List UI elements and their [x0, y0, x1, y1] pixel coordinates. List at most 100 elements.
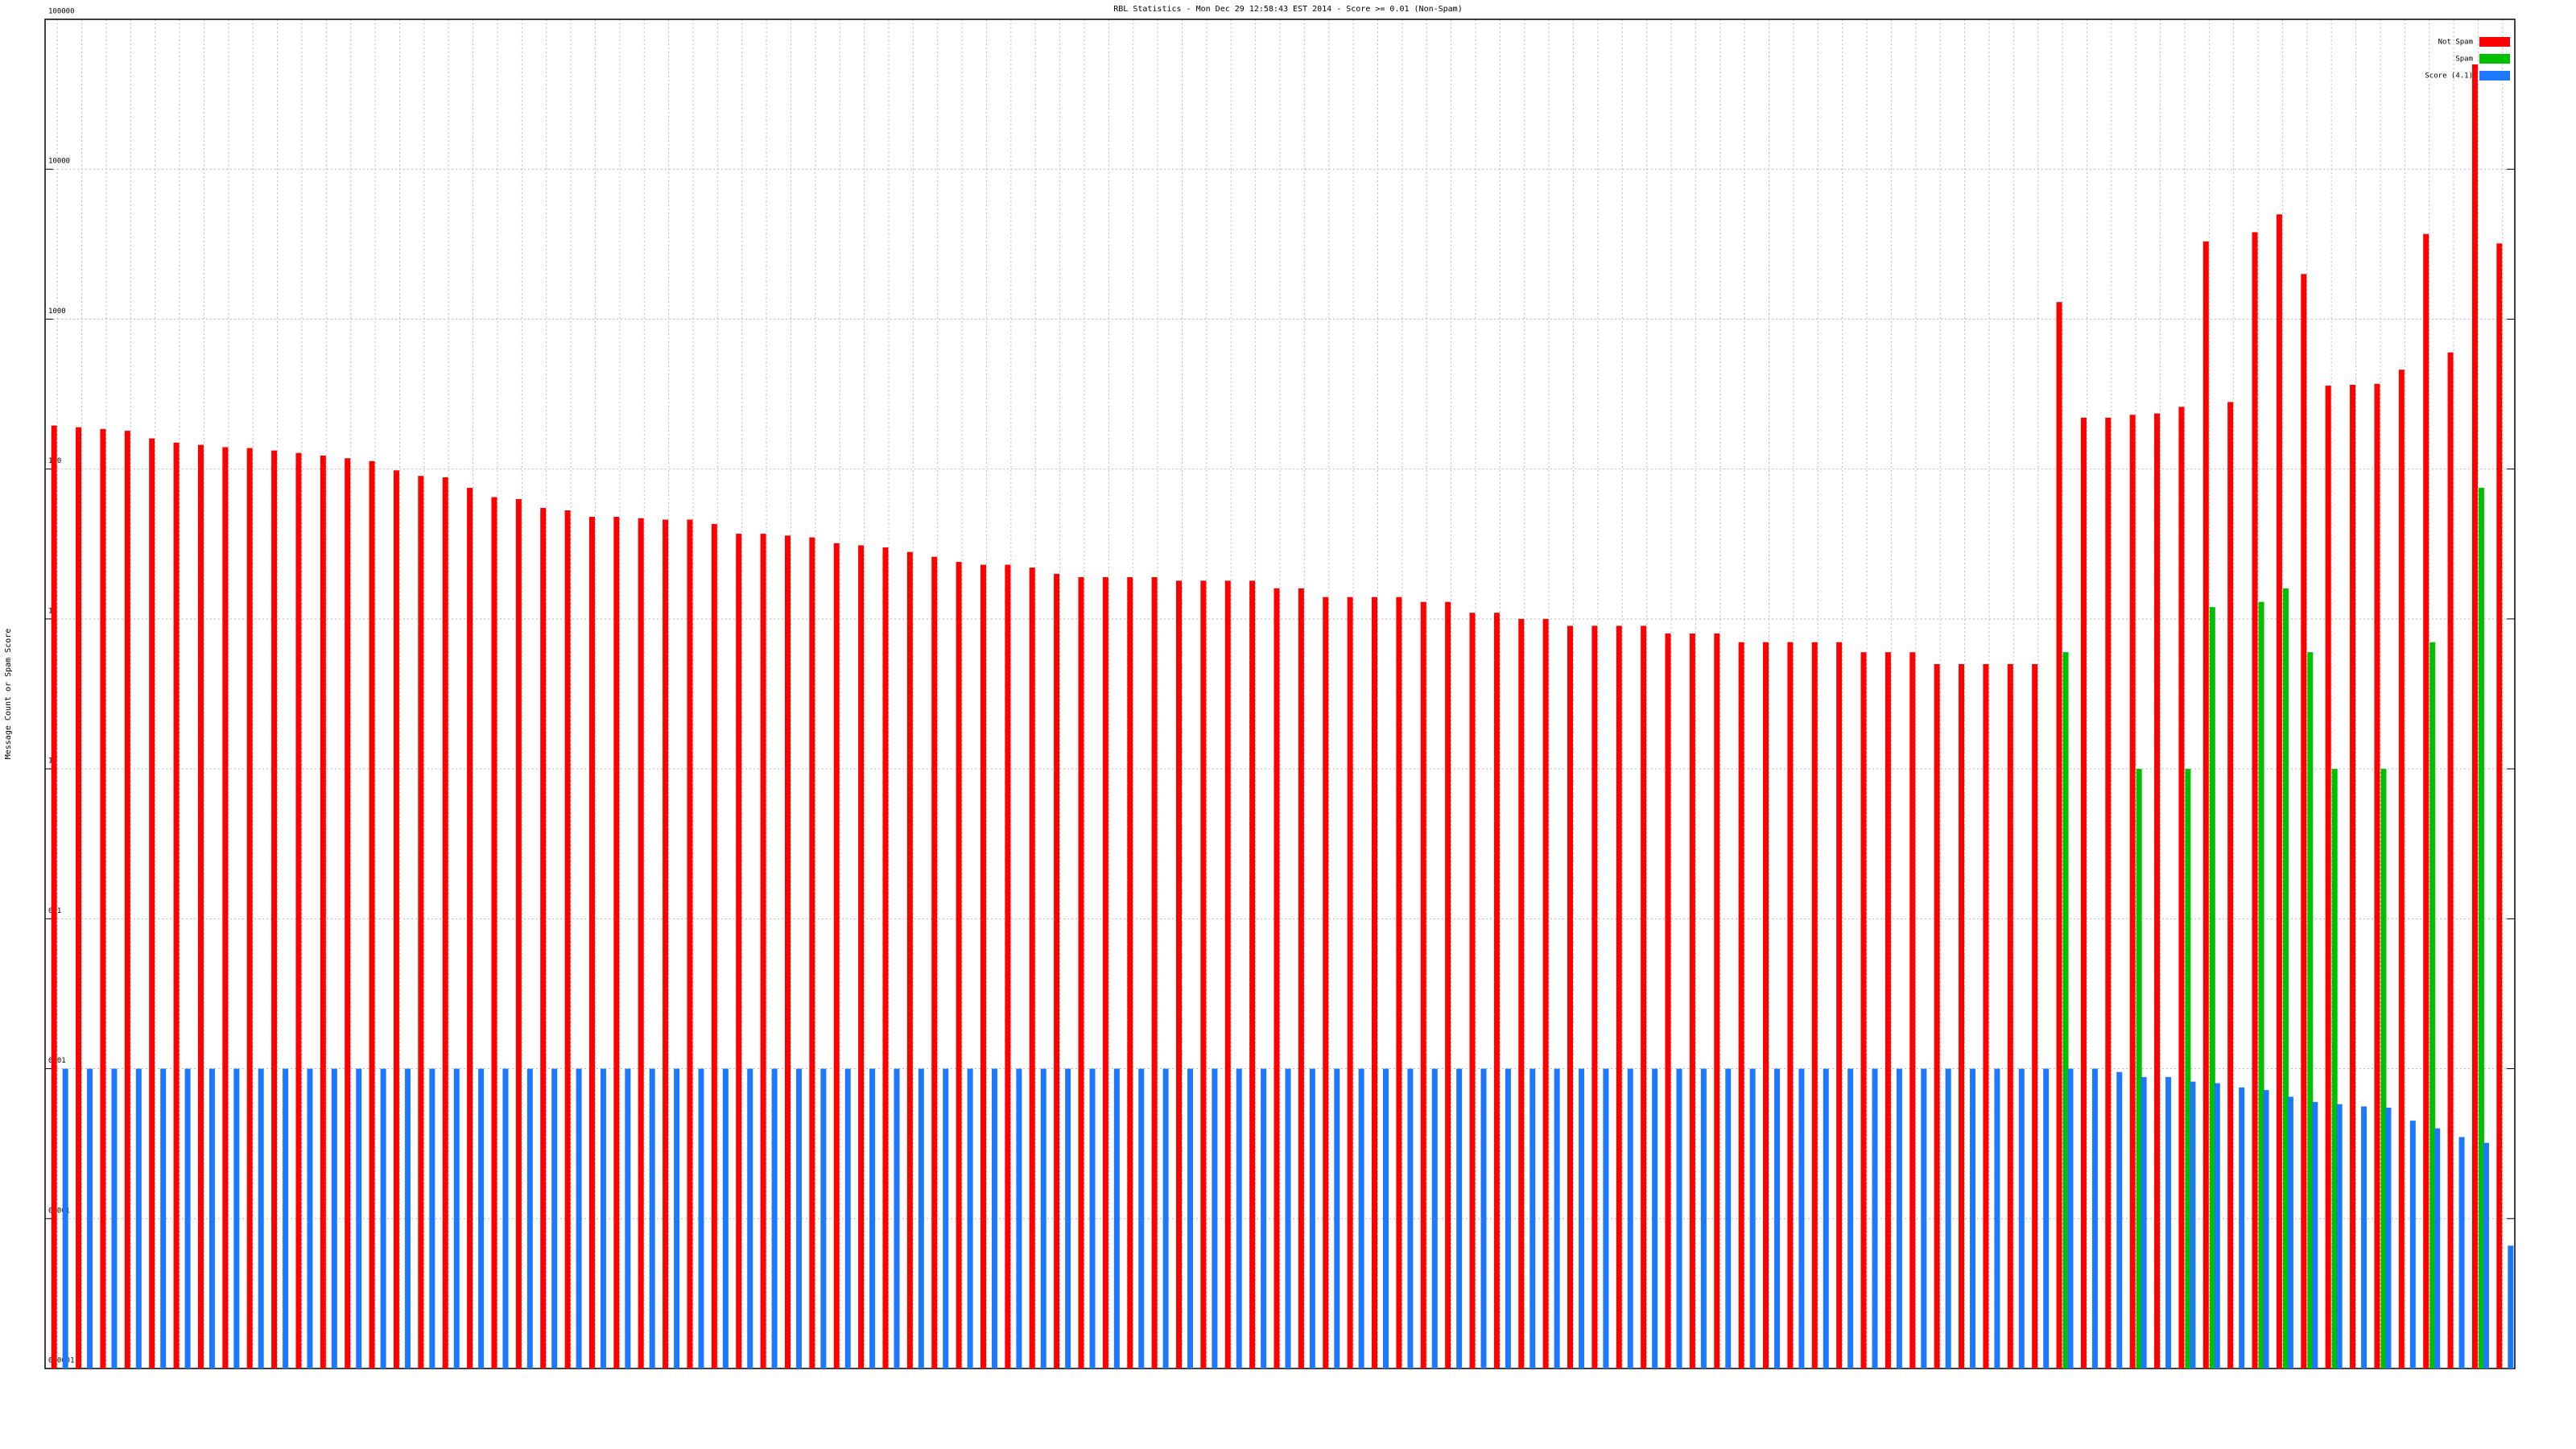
- y-tick-label: 10000: [48, 158, 70, 166]
- bar: [711, 523, 717, 1368]
- bar: [795, 1068, 802, 1368]
- bar: [149, 438, 155, 1368]
- bar: [491, 497, 497, 1368]
- legend-swatch: [2479, 37, 2510, 47]
- bar: [1102, 576, 1108, 1368]
- bar: [1787, 642, 1794, 1368]
- bar: [1579, 1068, 1585, 1368]
- legend-swatch: [2479, 54, 2510, 64]
- bar: [135, 1068, 142, 1368]
- bar: [1959, 663, 1965, 1368]
- bar: [2080, 417, 2087, 1369]
- bar: [2105, 417, 2112, 1369]
- bar: [1212, 1068, 1218, 1368]
- bar: [1493, 613, 1500, 1368]
- bar: [1627, 1068, 1633, 1368]
- bar: [625, 1068, 631, 1368]
- legend-swatch: [2479, 71, 2510, 80]
- bar: [502, 1068, 509, 1368]
- bar: [442, 477, 448, 1368]
- y-tick-label: 0.001: [48, 1207, 70, 1215]
- bar: [1860, 652, 1867, 1368]
- bar: [1811, 642, 1818, 1368]
- bar: [1714, 633, 1720, 1368]
- bar: [2434, 1128, 2441, 1368]
- bar: [2398, 369, 2405, 1368]
- bar: [1274, 588, 1280, 1368]
- bar: [478, 1068, 485, 1368]
- bar: [2447, 352, 2454, 1369]
- bar: [2116, 1071, 2123, 1368]
- bar: [1836, 642, 1843, 1368]
- bar: [931, 556, 938, 1368]
- bar: [1774, 1068, 1781, 1368]
- bar: [2129, 415, 2136, 1368]
- bar: [2136, 769, 2142, 1368]
- bar: [2307, 652, 2314, 1368]
- bar: [1909, 652, 1916, 1368]
- bar: [2361, 1106, 2368, 1368]
- bar: [1285, 1068, 1291, 1368]
- bar: [233, 1068, 240, 1368]
- bar: [967, 1068, 973, 1368]
- bar: [638, 518, 644, 1369]
- bar: [1334, 1068, 1340, 1368]
- bar: [918, 1068, 924, 1368]
- bar: [2263, 1090, 2269, 1368]
- bar: [1309, 1068, 1315, 1368]
- bar: [588, 517, 595, 1368]
- bar: [1113, 1068, 1120, 1368]
- bar: [980, 564, 986, 1368]
- bar: [2178, 407, 2185, 1368]
- legend-label: Not Spam: [2438, 39, 2473, 47]
- bar: [2091, 1068, 2098, 1368]
- bar: [1749, 1068, 1756, 1368]
- bar: [2227, 402, 2234, 1369]
- bar: [2190, 1081, 2196, 1368]
- bar: [1065, 1068, 1071, 1368]
- bar: [1652, 1068, 1658, 1368]
- bar: [906, 551, 913, 1368]
- bar: [2478, 487, 2484, 1368]
- bar: [1763, 642, 1769, 1368]
- bar: [1005, 564, 1011, 1368]
- bar: [1994, 1068, 2000, 1368]
- bar: [833, 543, 840, 1368]
- bar: [576, 1068, 582, 1368]
- bar: [1700, 1068, 1707, 1368]
- bar: [246, 448, 253, 1368]
- bar: [467, 487, 473, 1368]
- bar: [820, 1068, 827, 1368]
- bar: [1431, 1068, 1438, 1368]
- bar: [1016, 1068, 1022, 1368]
- bar: [62, 1068, 68, 1368]
- bar: [1885, 652, 1891, 1368]
- bar: [1725, 1068, 1732, 1368]
- bar: [453, 1068, 460, 1368]
- bar: [1603, 1068, 1609, 1368]
- bar: [1872, 1068, 1878, 1368]
- bar: [1554, 1068, 1560, 1368]
- legend-label: Spam: [2455, 56, 2473, 64]
- bar: [1078, 576, 1084, 1368]
- bar: [771, 1068, 778, 1368]
- bar: [2154, 413, 2161, 1368]
- bar: [2165, 1076, 2172, 1368]
- bar: [2336, 1104, 2343, 1368]
- bar: [307, 1068, 313, 1368]
- bar: [698, 1068, 704, 1368]
- bar: [1323, 597, 1329, 1368]
- bar: [51, 425, 57, 1368]
- bar: [1029, 568, 1035, 1368]
- bar: [1396, 597, 1402, 1368]
- bar: [100, 428, 106, 1368]
- y-tick-label: 0.0001: [48, 1357, 75, 1365]
- bar: [943, 1068, 949, 1368]
- bar: [2007, 663, 2013, 1368]
- bar: [1689, 633, 1695, 1368]
- bar: [2214, 1083, 2220, 1368]
- bar: [2374, 383, 2380, 1369]
- bar: [1530, 1068, 1536, 1368]
- bar: [2385, 1107, 2392, 1368]
- bar: [2062, 652, 2069, 1368]
